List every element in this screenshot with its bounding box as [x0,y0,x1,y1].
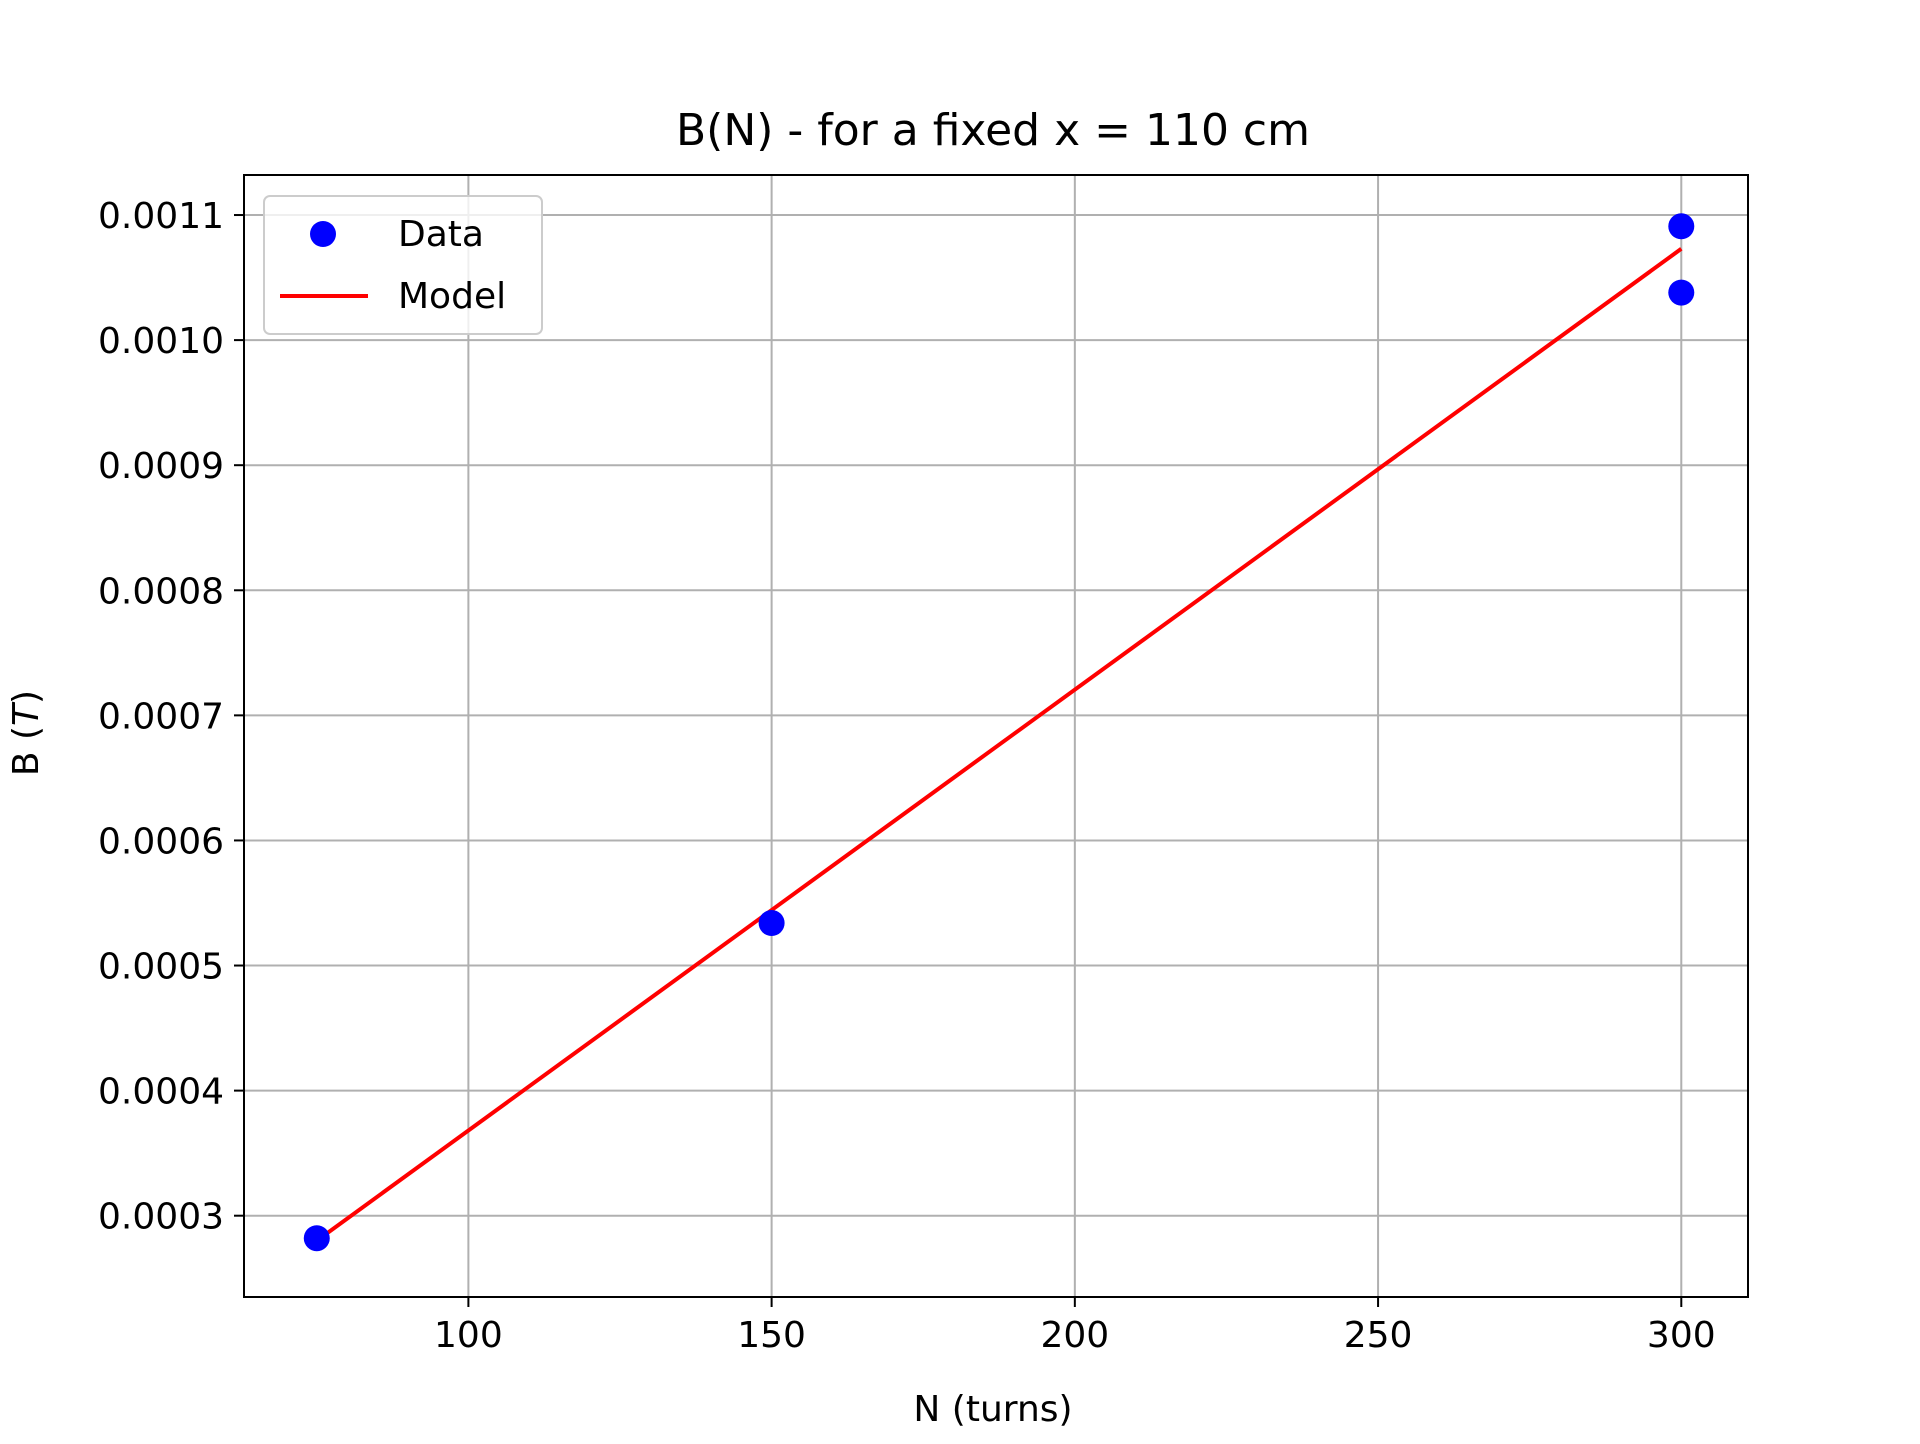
legend-data-marker [310,221,336,247]
y-tick-label: 0.0003 [98,1197,224,1238]
y-tick-label: 0.0005 [98,947,224,988]
x-tick-label: 150 [737,1315,806,1356]
data-point [1668,279,1695,306]
y-axis-label-suffix: ) [6,690,47,704]
legend-model-label: Model [398,276,506,317]
y-tick-label: 0.0008 [98,571,224,612]
y-axis-label: B (T) [6,690,47,776]
x-tick-label: 300 [1647,1315,1716,1356]
chart-title: B(N) - for a fixed x = 110 cm [676,105,1310,156]
x-tick-label: 200 [1040,1315,1109,1356]
plot-frame [243,174,1749,1298]
x-tick-label: 250 [1344,1315,1413,1356]
legend: Data Model [263,195,543,335]
y-tick-label: 0.0011 [98,196,224,237]
data-point [303,1225,330,1252]
model-layer [315,247,1683,1243]
y-tick-label: 0.0006 [98,821,224,862]
y-tick-label: 0.0010 [98,321,224,362]
grid [244,175,1748,1297]
x-axis-label: N (turns) [913,1389,1072,1430]
model-line [315,247,1683,1243]
y-tick-label: 0.0004 [98,1072,224,1113]
x-axis-ticks: 100 150 200 250 300 [434,1297,1716,1356]
legend-data-label: Data [398,214,484,255]
y-axis-label-prefix: B ( [6,726,47,776]
data-point [1668,213,1695,240]
y-axis-ticks: 0.0003 0.0004 0.0005 0.0006 0.0007 0.0008 0.00… [98,196,244,1238]
points-layer [303,213,1695,1252]
y-tick-label: 0.0009 [98,446,224,487]
data-point [758,910,785,936]
y-tick-label: 0.0007 [98,696,224,737]
x-tick-label: 100 [434,1315,503,1356]
y-axis-label-unit: T [6,701,47,726]
